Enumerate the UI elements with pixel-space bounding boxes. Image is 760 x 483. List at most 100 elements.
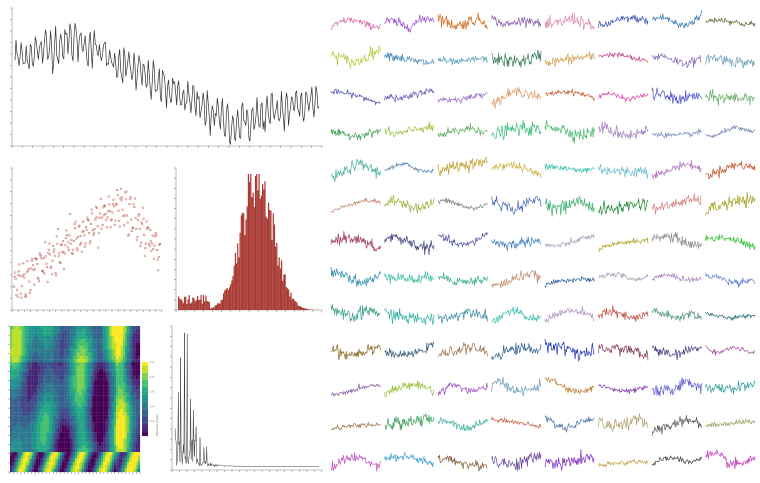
sparkline-series (330, 266, 381, 288)
heatmap-cell (57, 405, 60, 410)
heatmap-cell (36, 442, 39, 446)
heatmap-cell (59, 435, 63, 439)
heatmap-cell (90, 362, 93, 366)
heatmap-cell (64, 332, 67, 337)
heatmap-cell (70, 422, 73, 426)
heatmap-cell (20, 452, 24, 456)
heatmap-cell (122, 455, 125, 459)
heatmap-cell (49, 422, 52, 426)
heatmap-cell (49, 385, 52, 390)
heatmap-cell (33, 465, 37, 469)
scatter-point (25, 271, 28, 274)
heatmap-cell (18, 379, 21, 383)
heatmap-cell (98, 458, 102, 463)
heatmap-cell (27, 399, 30, 403)
heatmap-cell (122, 332, 125, 337)
heatmap-cell (114, 405, 117, 410)
hist-bar (247, 174, 250, 310)
heatmap-cell (53, 448, 56, 453)
scatter-point (33, 283, 36, 286)
scatter-point (73, 227, 77, 230)
heatmap-cell (96, 428, 99, 433)
heatmap-cell (53, 445, 56, 449)
sparkline-series (384, 52, 435, 66)
heatmap-cell (33, 352, 37, 356)
heatmap-cell (49, 342, 52, 347)
heatmap-cell (72, 385, 76, 390)
period-series (174, 332, 319, 468)
sparkline-series (491, 236, 542, 251)
scatter-point (77, 225, 80, 228)
heatmap-cell (18, 352, 21, 356)
heatmap-cell (44, 379, 47, 383)
heatmap-cell (62, 455, 65, 459)
heatmap-cell (36, 389, 39, 393)
colorbar-segment (142, 430, 148, 433)
heatmap-cell (81, 335, 84, 340)
scatter-point (150, 249, 153, 253)
heatmap-cell (111, 418, 115, 423)
heatmap-cell (12, 369, 15, 373)
heatmap-cell (51, 339, 54, 343)
heatmap-cell (101, 462, 104, 466)
heatmap-cell (124, 422, 128, 426)
sparkline-series (491, 14, 542, 29)
heatmap-cell (122, 462, 125, 466)
heatmap-cell (42, 375, 45, 380)
heatmap-cell (57, 379, 60, 383)
heatmap-cell (53, 369, 56, 373)
heatmap-cell (10, 458, 13, 463)
heatmap-cell (31, 349, 34, 353)
heatmap-cell (10, 385, 13, 390)
heatmap-cell (53, 425, 56, 429)
heatmap-cell (20, 389, 24, 393)
heatmap-cell (20, 408, 24, 413)
heatmap-cell (12, 385, 15, 390)
heatmap-cell (122, 379, 125, 383)
scatter-point (139, 241, 143, 244)
heatmap-cell (81, 458, 84, 463)
heatmap-cell (124, 332, 128, 337)
heatmap-cell (66, 345, 69, 350)
heatmap-cell (27, 448, 30, 453)
colorbar-segment (142, 434, 148, 437)
heatmap-cell (31, 389, 34, 393)
heatmap-cell (105, 342, 108, 347)
heatmap-cell (90, 365, 93, 370)
heatmap-cell (25, 352, 28, 356)
heatmap-cell (118, 362, 121, 366)
scatter-point (71, 252, 74, 255)
heatmap-cell (33, 369, 37, 373)
heatmap-cell (14, 432, 17, 436)
heatmap-cell (46, 425, 50, 429)
heatmap-cell (118, 379, 121, 383)
heatmap-cell (105, 362, 108, 366)
heatmap-cell (31, 372, 34, 376)
heatmap-cell (96, 399, 99, 403)
scatter-point (95, 216, 98, 219)
heatmap-cell (38, 385, 41, 390)
heatmap-cell (70, 372, 73, 376)
hist-bar (262, 184, 264, 310)
heatmap-cell (83, 415, 86, 420)
heatmap-cell (70, 438, 73, 443)
heatmap-cell (94, 428, 97, 433)
heatmap-cell (81, 435, 84, 439)
scatter-point (94, 205, 98, 208)
heatmap-cell (122, 435, 125, 439)
heatmap-cell (49, 458, 52, 463)
heatmap-cell (55, 399, 58, 403)
heatmap-cell (101, 329, 104, 333)
heatmap-cell (53, 359, 56, 363)
heatmap-cell (135, 432, 138, 436)
heatmap-cell (20, 438, 24, 443)
heatmap-cell (46, 332, 50, 337)
heatmap-cell (59, 339, 63, 343)
heatmap-cell (27, 405, 30, 410)
heatmap-cell (66, 452, 69, 456)
heatmap-cell (96, 448, 99, 453)
heatmap-cell (90, 382, 93, 386)
heatmap-cell (83, 352, 86, 356)
heatmap-cell (51, 335, 54, 340)
heatmap-cell (38, 372, 41, 376)
